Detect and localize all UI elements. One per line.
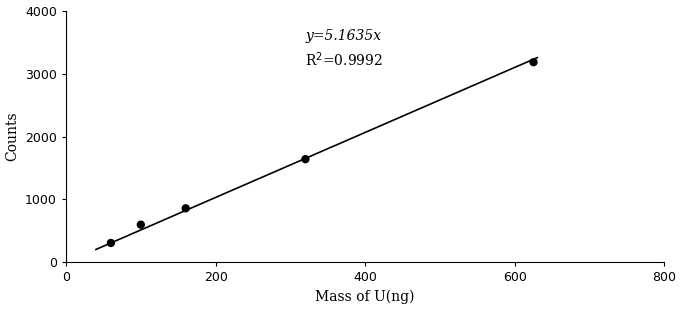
Point — [300, 157, 311, 162]
Point — [180, 206, 191, 211]
Y-axis label: Counts: Counts — [5, 112, 20, 161]
Point — [528, 60, 539, 65]
Text: R$^{2}$=0.9992: R$^{2}$=0.9992 — [306, 51, 383, 69]
Text: y=5.1635x: y=5.1635x — [306, 29, 381, 43]
Point — [106, 241, 117, 246]
X-axis label: Mass of U(ng): Mass of U(ng) — [316, 290, 415, 304]
Point — [135, 222, 146, 227]
